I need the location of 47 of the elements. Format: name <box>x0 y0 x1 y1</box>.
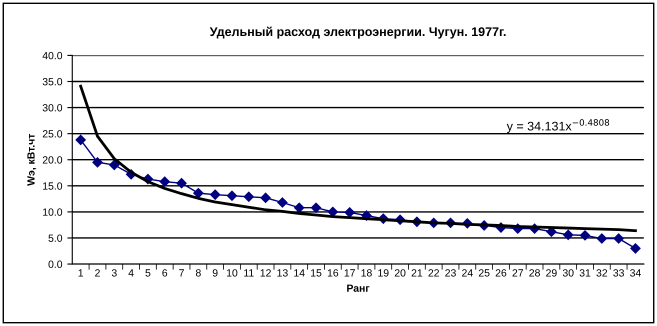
x-tick-label: 34 <box>630 269 641 277</box>
x-tick-label: 4 <box>128 269 134 276</box>
x-tick-label: 32 <box>596 269 608 277</box>
x-tick-label: 1 <box>78 269 84 276</box>
x-tick-label: 12 <box>260 269 271 276</box>
x-tick-label: 33 <box>613 269 624 277</box>
x-tick-label: 2 <box>95 269 100 276</box>
x-tick-label: 15 <box>311 269 322 277</box>
x-tick-label: 24 <box>462 269 473 276</box>
x-tick-label: 6 <box>162 269 168 277</box>
chart-title: Удельный расход электроэнергии. Чугун. 1977г. <box>210 26 506 39</box>
x-tick-label: 22 <box>428 269 439 276</box>
y-tick-label: 35.0 <box>42 78 62 86</box>
x-tick-label: 9 <box>212 269 218 277</box>
y-tick-label: 10.0 <box>43 208 62 216</box>
x-tick-label: 5 <box>145 269 150 277</box>
y-tick-label: 0.0 <box>48 260 62 268</box>
x-tick-label: 28 <box>529 269 540 277</box>
x-tick-label: 31 <box>580 269 590 277</box>
x-tick-label: 30 <box>562 269 574 277</box>
x-tick-label: 13 <box>277 269 288 277</box>
x-tick-label: 29 <box>546 269 557 277</box>
y-tick-label: 30.0 <box>42 104 62 112</box>
x-tick-label: 16 <box>328 269 338 277</box>
x-tick-label: 25 <box>478 269 490 277</box>
x-tick-label: 26 <box>496 269 506 277</box>
x-tick-label: 18 <box>361 269 372 277</box>
annotation: y = 34.131x$^{−0.4808}$ <box>506 119 610 134</box>
y-tick-label: 15.0 <box>43 182 62 190</box>
y-tick-label: 40.0 <box>42 52 62 60</box>
x-tick-label: 21 <box>412 269 422 276</box>
x-tick-label: 10 <box>226 269 238 277</box>
x-tick-label: 23 <box>445 269 456 277</box>
x-tick-label: 11 <box>244 269 254 276</box>
x-tick-label: 20 <box>394 269 406 277</box>
y-axis-title: Wэ, кВт.чт <box>27 134 36 186</box>
x-tick-label: 17 <box>344 269 355 276</box>
x-tick-label: 14 <box>294 269 305 276</box>
x-tick-label: 27 <box>512 269 524 276</box>
y-tick-label: 25.0 <box>42 130 62 138</box>
x-tick-label: 8 <box>196 269 201 277</box>
x-axis-title: Ранг <box>347 284 370 292</box>
y-tick-label: 20.0 <box>42 156 62 164</box>
x-tick-label: 3 <box>112 269 117 277</box>
y-tick-label: 5.0 <box>48 234 62 242</box>
x-tick-label: 7 <box>179 269 184 276</box>
x-tick-label: 19 <box>378 269 389 277</box>
